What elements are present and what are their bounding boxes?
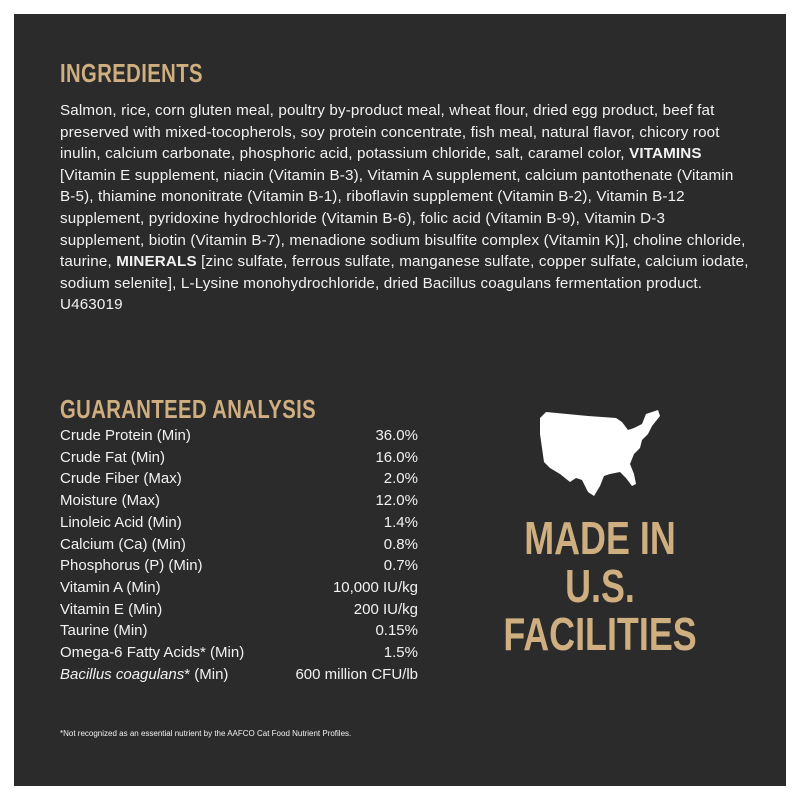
analysis-title: GUARANTEED ANALYSIS	[60, 394, 317, 424]
analysis-row: Taurine (Min) 0.15%	[60, 622, 418, 643]
analysis-row: Linoleic Acid (Min) 1.4%	[60, 514, 418, 535]
nutrient-name: Linoleic Acid (Min)	[60, 513, 182, 531]
analysis-row: Crude Protein (Min) 36.0%	[60, 427, 418, 448]
nutrient-value: 0.8%	[383, 535, 418, 553]
nutrient-name: Crude Fat (Min)	[60, 448, 166, 466]
ingredients-part: Salmon, rice, corn gluten meal, poultry …	[60, 102, 720, 163]
origin-line: U.S.	[565, 560, 635, 612]
analysis-row: Crude Fat (Min) 16.0%	[60, 449, 418, 470]
nutrient-name: Vitamin A (Min)	[60, 578, 161, 596]
ingredients-bold: VITAMINS	[629, 145, 702, 163]
nutrient-name: Omega-6 Fatty Acids* (Min)	[60, 644, 245, 661]
ingredients-part: [Vitamin E supplement, niacin (Vitamin B…	[60, 166, 746, 271]
analysis-row: Vitamin A (Min) 10,000 IU/kg	[60, 579, 418, 600]
nutrient-value: 2.0%	[383, 470, 418, 488]
nutrient-value: 12.0%	[375, 492, 418, 510]
nutrient-value: 0.7%	[383, 557, 418, 575]
ingredients-part: [zinc sulfate, ferrous sulfate, manganes…	[60, 253, 749, 292]
nutrient-name: * (Min)	[184, 665, 229, 683]
nutrient-name: Crude Protein (Min)	[60, 427, 191, 444]
analysis-row: Vitamin E (Min) 200 IU/kg	[60, 601, 418, 622]
analysis-row: Crude Fiber (Max) 2.0%	[60, 470, 418, 491]
origin-line: FACILITIES	[503, 608, 697, 660]
nutrient-name: Moisture (Max)	[60, 492, 161, 510]
nutrient-name: Taurine (Min)	[60, 622, 148, 640]
nutrient-value: 0.15%	[375, 622, 418, 640]
analysis-row: Calcium (Ca) (Min) 0.8%	[60, 536, 418, 557]
nutrient-value: 1.4%	[383, 513, 418, 531]
nutrient-value: 16.0%	[375, 448, 418, 466]
nutrient-value: 36.0%	[375, 427, 418, 444]
nutrient-name: Calcium (Ca) (Min)	[60, 535, 186, 553]
footnote: *Not recognized as an essential nutrient…	[60, 729, 352, 738]
nutrient-name: Phosphorus (P) (Min)	[60, 557, 203, 575]
ingredients-title: INGREDIENTS	[60, 58, 203, 88]
nutrient-name: Crude Fiber (Max)	[60, 470, 182, 488]
nutrient-value: 10,000 IU/kg	[332, 578, 418, 596]
analysis-row: Omega-6 Fatty Acids* (Min) 1.5%	[60, 644, 418, 665]
nutrient-value: 1.5%	[383, 644, 418, 661]
origin-line: MADE IN	[524, 512, 676, 564]
product-code: U463019	[60, 296, 123, 314]
usa-map	[540, 410, 660, 496]
nutrient-value: 200 IU/kg	[353, 600, 418, 618]
nutrient-name: Vitamin E (Min)	[60, 600, 163, 618]
origin-statement: MADE IN U.S. FACILITIES	[462, 514, 738, 658]
label-panel: INGREDIENTS Salmon, rice, corn gluten me…	[14, 14, 786, 786]
nutrient-value: 600 million CFU/lb	[295, 665, 418, 683]
analysis-row: Bacillus coagulans* (Min) 600 million CFU…	[60, 666, 418, 687]
nutrient-name-italic: Bacillus coagulans	[60, 665, 185, 683]
ingredients-bold: MINERALS	[116, 253, 197, 271]
ingredients-text: Salmon, rice, corn gluten meal, poultry …	[60, 100, 750, 316]
analysis-row: Moisture (Max) 12.0%	[60, 492, 418, 513]
analysis-row: Phosphorus (P) (Min) 0.7%	[60, 557, 418, 578]
